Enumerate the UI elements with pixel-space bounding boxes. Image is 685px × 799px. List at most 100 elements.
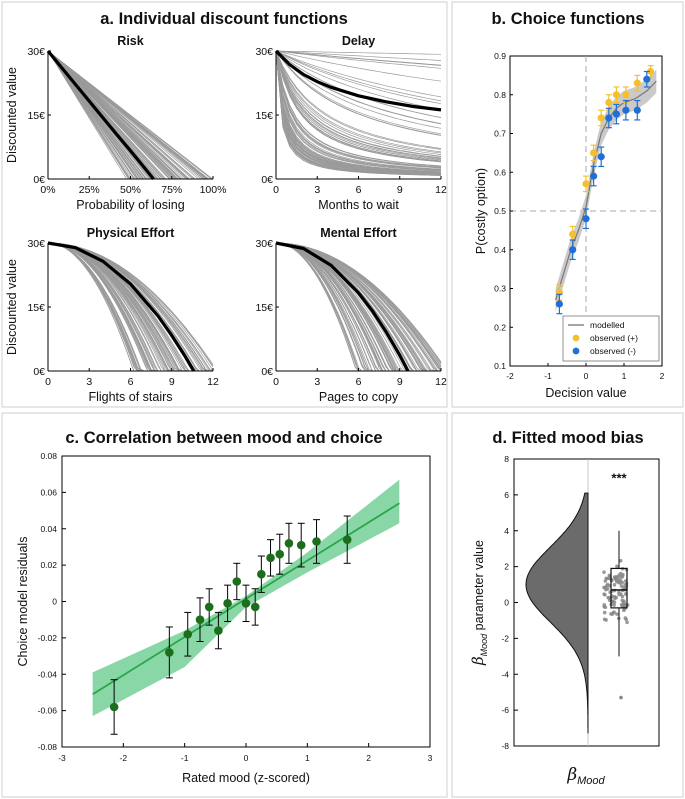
observed-pos-point (605, 98, 613, 107)
delay-individual-curve (275, 50, 442, 169)
delay-individual-curve (275, 50, 442, 155)
bias-y-label: βMood parameter value (469, 540, 489, 666)
risk-individual-curve (47, 50, 182, 180)
choice-y-tick-label: 0.8 (494, 90, 506, 100)
mental-title: Mental Effort (320, 226, 397, 240)
observed-neg-point (569, 246, 577, 254)
physical-x-tick-label: 3 (86, 376, 92, 388)
mood-x-tick-label: 1 (305, 753, 310, 763)
mood-point (257, 569, 266, 579)
modelled-band (555, 69, 657, 312)
delay-individual-curve (275, 50, 442, 174)
bias-y-tick-label: -4 (501, 669, 509, 679)
mental-x-tick-label: 3 (314, 376, 320, 388)
delay-individual-curve (275, 50, 442, 160)
bias-point (613, 596, 617, 601)
physical-x-label: Flights of stairs (88, 390, 172, 404)
mental-individual-curve (275, 242, 438, 372)
mental-individual-curve (275, 242, 442, 367)
mood-y-tick-label: 0 (52, 597, 57, 607)
bias-y-tick-label: 4 (504, 526, 509, 536)
bias-point (616, 580, 621, 584)
delay-y-tick-label: 30€ (255, 46, 273, 58)
panel-a-title: a. Individual discount functions (100, 10, 348, 28)
mood-point (266, 553, 275, 563)
bias-point (625, 620, 629, 625)
panel-b-frame (451, 1, 684, 408)
mental-x-tick-label: 0 (273, 376, 279, 388)
panel-d-title: d. Fitted mood bias (492, 429, 643, 447)
delay-y-tick-label: 0€ (261, 174, 273, 186)
risk-individual-curve (47, 50, 204, 180)
bias-y-tick-label: 8 (504, 454, 509, 464)
bias-point (615, 612, 619, 616)
delay-individual-curve (275, 50, 442, 173)
choice-function-plot: -2 -1 0 1 2 0.1 0.2 0.3 0.4 0.5 0.6 0.7 0.8 0.9 Decisi… (474, 51, 665, 400)
mood-y-tick-label: 0.02 (40, 560, 57, 570)
bias-y-tick-label: -8 (501, 741, 509, 751)
observed-neg-point (612, 110, 621, 118)
observed-neg-point (555, 300, 564, 308)
bias-y-label-symbol: β (469, 656, 487, 666)
physical-x-tick-label: 0 (45, 376, 51, 388)
mood-y-tick-label: 0.06 (40, 487, 57, 497)
physical-y-tick-label: 15€ (27, 302, 45, 314)
bias-point (621, 586, 626, 590)
delay-individual-curve (275, 50, 442, 111)
delay-individual-curve (275, 50, 442, 55)
bias-y-tick-label: 0 (504, 598, 509, 608)
panel-b-title: b. Choice functions (491, 10, 644, 28)
delay-individual-curve (275, 50, 442, 150)
risk-individual-curve (47, 50, 138, 180)
bias-x-label-sub: Mood (577, 775, 605, 787)
mood-point (250, 602, 260, 612)
bias-x-label: βMood (566, 765, 605, 787)
mental-y-tick-label: 30€ (255, 238, 273, 250)
bias-x-label-symbol: β (566, 765, 577, 785)
mood-point (284, 539, 294, 548)
legend-neg-label: observed (-) (590, 346, 636, 356)
physical-y-tick-label: 30€ (27, 238, 45, 250)
bias-point (618, 558, 623, 563)
mental-effort-subplot: 0 3 6 9 12 0€ 15€ 30€ Mental Effort Pages to copy (255, 226, 447, 404)
mood-y-tick-label: -0.02 (38, 633, 58, 643)
observed-pos-point (582, 180, 590, 188)
risk-individual-curve (47, 50, 189, 180)
mental-x-tick-label: 12 (435, 376, 447, 388)
observed-neg-point (643, 75, 651, 83)
delay-individual-curves (275, 50, 442, 176)
choice-x-label: Decision value (545, 386, 626, 400)
bias-y-tick-label: 6 (504, 490, 509, 500)
delay-individual-curve (275, 50, 442, 66)
delay-individual-curve (275, 50, 442, 162)
bias-points (602, 558, 630, 700)
delay-individual-curve (275, 50, 442, 174)
bias-point (602, 570, 606, 574)
delay-individual-curve (275, 50, 442, 102)
panel-c-frame (1, 412, 448, 798)
delay-individual-curve (275, 50, 442, 176)
choice-y-tick-label: 0.3 (494, 284, 506, 294)
mood-x-tick-label: 0 (244, 753, 249, 763)
risk-x-tick-label: 100% (200, 184, 227, 196)
delay-individual-curve (275, 50, 442, 172)
delay-individual-curve (275, 50, 442, 136)
delay-x-tick-label: 0 (273, 184, 279, 196)
bias-y-tick-label: -2 (501, 633, 509, 643)
mental-individual-curves (275, 242, 442, 372)
delay-y-tick-label: 15€ (255, 110, 273, 122)
mood-correlation-plot: -3 -2 -1 0 1 2 3 -0.08 -0.06 -0.04 -0.02 0 0.02 0.04 0… (16, 451, 433, 785)
bias-point (602, 592, 606, 596)
mood-y-tick-label: -0.08 (38, 742, 58, 752)
physical-y-tick-label: 0€ (33, 366, 45, 378)
delay-x-tick-label: 12 (435, 184, 447, 196)
risk-individual-curve (47, 50, 174, 180)
risk-individual-curve (47, 50, 133, 180)
mood-point (296, 540, 306, 550)
bias-point (604, 587, 608, 592)
delay-individual-curve (275, 50, 442, 171)
bias-point (624, 584, 629, 588)
observed-pos-point (590, 149, 598, 157)
choice-legend: modelled observed (+) observed (-) (562, 315, 660, 362)
